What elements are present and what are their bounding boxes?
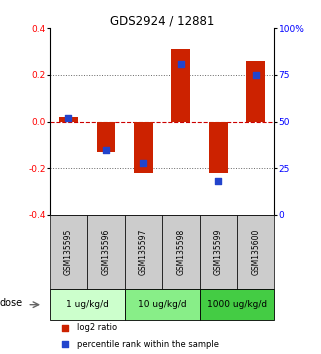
Bar <box>237 215 274 290</box>
Bar <box>171 49 190 121</box>
Text: log2 ratio: log2 ratio <box>77 323 117 332</box>
Bar <box>50 290 125 320</box>
Text: percentile rank within the sample: percentile rank within the sample <box>77 340 219 349</box>
Text: dose: dose <box>0 298 23 308</box>
Bar <box>200 290 274 320</box>
Point <box>63 342 68 347</box>
Point <box>253 72 258 78</box>
Text: GSM135596: GSM135596 <box>101 229 110 275</box>
Text: GSM135600: GSM135600 <box>251 229 260 275</box>
Text: 1 ug/kg/d: 1 ug/kg/d <box>66 300 108 309</box>
Point <box>141 160 146 165</box>
Bar <box>134 121 153 173</box>
Point <box>63 325 68 330</box>
Text: 10 ug/kg/d: 10 ug/kg/d <box>138 300 187 309</box>
Bar <box>87 215 125 290</box>
Text: GSM135599: GSM135599 <box>214 229 223 275</box>
Bar <box>209 121 228 173</box>
Point <box>178 61 183 67</box>
Bar <box>200 215 237 290</box>
Text: GSM135598: GSM135598 <box>176 229 185 275</box>
Title: GDS2924 / 12881: GDS2924 / 12881 <box>110 14 214 27</box>
Text: GSM135595: GSM135595 <box>64 229 73 275</box>
Point <box>216 178 221 184</box>
Text: 1000 ug/kg/d: 1000 ug/kg/d <box>207 300 267 309</box>
Bar <box>247 61 265 121</box>
Bar <box>97 121 115 152</box>
Bar <box>50 215 87 290</box>
Bar <box>59 117 78 121</box>
Bar <box>125 215 162 290</box>
Text: GSM135597: GSM135597 <box>139 229 148 275</box>
Bar <box>162 215 200 290</box>
Bar <box>125 290 200 320</box>
Point <box>66 115 71 121</box>
Point <box>103 147 108 152</box>
